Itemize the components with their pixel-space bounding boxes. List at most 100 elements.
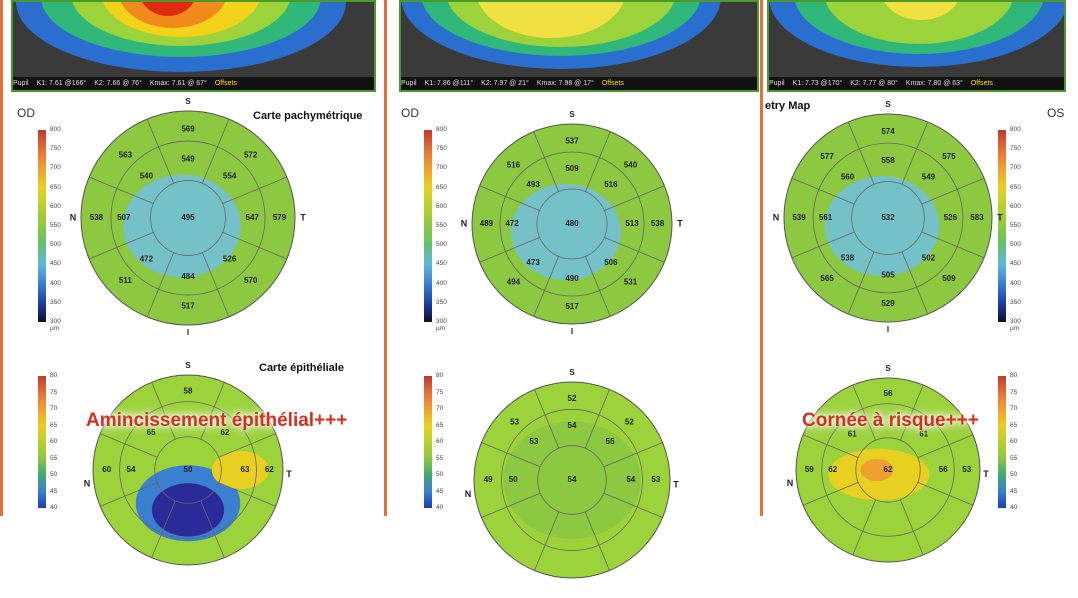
sector-value-i-t: 62: [828, 465, 837, 474]
pachymetry-title: etry Map: [765, 100, 811, 112]
sector-value-i-st: 65: [147, 428, 156, 437]
sector-value-i-i: 484: [181, 272, 195, 281]
sector-value-st: 516: [507, 161, 521, 170]
pachy-sector-map: 569 572 579 570 517 511 538 563 549 554 547 526 484 4…: [70, 97, 307, 337]
sector-value-i-in: 526: [223, 255, 237, 264]
scale-tick-label: 450: [436, 260, 447, 268]
scale-tick-label: 300 µm: [1010, 318, 1021, 332]
sector-value-in: 531: [624, 278, 638, 287]
sector-value-center: 62: [884, 465, 893, 474]
sector-letter-left: N: [461, 218, 468, 228]
annotation-epithelial-thinning: Amincissement épithélial+++: [86, 410, 348, 431]
scale-tick-label: 75: [50, 388, 58, 396]
annotation-cornea-at-risk: Cornée à risque+++: [802, 410, 979, 431]
sector-value-st: 53: [510, 418, 519, 427]
sector-value-s: 56: [884, 389, 893, 398]
sector-value-n: 538: [651, 219, 665, 228]
sector-letter-left: N: [787, 478, 794, 488]
sector-value-i-t: 507: [117, 213, 131, 222]
scale-tick-label: 50: [436, 471, 444, 478]
sector-value-i-s: 54: [568, 421, 577, 430]
eye-label: OS: [1047, 106, 1065, 120]
scale-tick-label: 500: [1010, 241, 1021, 249]
sector-value-i-in: 502: [922, 254, 936, 263]
scale-tick-label: 80: [50, 372, 58, 379]
scale-tick-label: 55: [436, 454, 444, 462]
sector-letter-superior: S: [885, 364, 891, 373]
sector-letter-right: T: [997, 212, 1003, 222]
sector-letter-left: N: [465, 489, 472, 499]
sector-value-center: 495: [181, 213, 195, 222]
scale-tick-label: 400: [436, 279, 447, 287]
epithelial-title: Carte épithéliale: [259, 362, 344, 374]
keratometry-bar: Pupil K1: 7.73 @170° K2: 7.77 @ 80° Kmax: 7…: [769, 77, 1064, 90]
sector-value-center: 54: [568, 475, 577, 484]
sector-value-i-i: 490: [565, 274, 579, 283]
sector-value-i-it: 472: [140, 255, 154, 264]
pachy-sector-map: 537 540 538 531 517 494 489 516 509 516 513 506 490 4…: [461, 110, 684, 336]
scale-tick-label: 60: [436, 438, 444, 445]
sector-value-i-t: 561: [819, 213, 833, 222]
scale-tick-label: 300 µm: [50, 318, 61, 332]
curvature-map-right: Pupil K1: 7.73 @170° K2: 7.77 @ 80° Kmax: 7…: [767, 0, 1066, 92]
scale-tick-label: 600: [50, 202, 61, 210]
scale-tick-label: 65: [436, 421, 444, 429]
scale-tick-label: 45: [1010, 487, 1018, 495]
epithelial-color-scale: [38, 376, 46, 508]
scale-tick-label: 40: [436, 504, 444, 511]
scale-tick-label: 70: [1010, 405, 1018, 412]
scale-tick-label: 450: [50, 260, 61, 268]
sector-value-i-n: 63: [241, 465, 250, 474]
scale-tick-label: 300 µm: [436, 318, 447, 332]
scale-tick-label: 700: [436, 164, 447, 172]
scale-tick-label: 600: [436, 202, 447, 210]
sector-value-it: 565: [820, 274, 834, 283]
scale-tick-label: 450: [1010, 260, 1021, 268]
sector-value-i-st: 493: [526, 180, 540, 189]
sector-value-t: 60: [102, 465, 111, 474]
sector-letter-superior: S: [885, 100, 891, 109]
scale-tick-label: 650: [1010, 183, 1021, 191]
sector-value-i-n: 56: [939, 465, 948, 474]
scale-tick-label: 65: [1010, 421, 1018, 429]
sector-letter-superior: S: [569, 110, 575, 119]
sector-value-i-t: 472: [505, 219, 519, 228]
scale-tick-label: 350: [1010, 298, 1021, 306]
sector-letter-left: N: [773, 212, 780, 222]
sector-value-i: 517: [181, 302, 195, 311]
eye-label: OD: [401, 106, 419, 120]
sector-value-i-it: 473: [526, 258, 540, 267]
sector-value-center: 532: [881, 213, 895, 222]
scale-tick-label: 700: [50, 164, 61, 172]
epi-sector-map: 58 62 60 62 63 54 65 50 S N T: [84, 361, 292, 566]
scale-tick-label: 500: [50, 241, 61, 249]
sector-value-i: 529: [881, 299, 895, 308]
sector-value-in: 509: [942, 274, 956, 283]
sector-letter-superior: S: [185, 361, 191, 370]
scale-tick-label: 80: [1010, 372, 1018, 379]
sector-value-n: 583: [970, 213, 984, 222]
scale-tick-label: 60: [1010, 438, 1018, 445]
scale-tick-label: 600: [1010, 202, 1021, 210]
scale-tick-label: 650: [50, 183, 61, 191]
sector-value-i: 517: [565, 302, 579, 311]
eye-label: OD: [17, 106, 35, 120]
curvature-map-graphic: [16, 2, 346, 72]
epithelial-color-scale: [424, 376, 432, 508]
scale-tick-label: 400: [1010, 279, 1021, 287]
curvature-map-graphic: [401, 2, 721, 69]
sector-value-n: 62: [265, 465, 274, 474]
sector-value-t: 489: [480, 219, 494, 228]
sector-value-i-i: 505: [881, 270, 895, 279]
sector-value-s: 574: [881, 127, 895, 136]
scale-tick-label: 750: [50, 145, 61, 153]
pachymetry-color-scale: [38, 130, 46, 322]
sector-value-i-s: 558: [881, 156, 895, 165]
sector-value-i-st: 53: [529, 437, 538, 446]
scale-tick-label: 65: [50, 421, 58, 429]
scale-tick-label: 350: [436, 298, 447, 306]
sector-value-i-sn: 554: [223, 171, 237, 180]
panel-left: Pupil K1: 7.61 @166° K2: 7.66 @ 76° Kmax: 7…: [0, 0, 387, 516]
sector-letter-inferior: I: [571, 327, 573, 336]
scale-tick-label: 550: [50, 222, 61, 229]
